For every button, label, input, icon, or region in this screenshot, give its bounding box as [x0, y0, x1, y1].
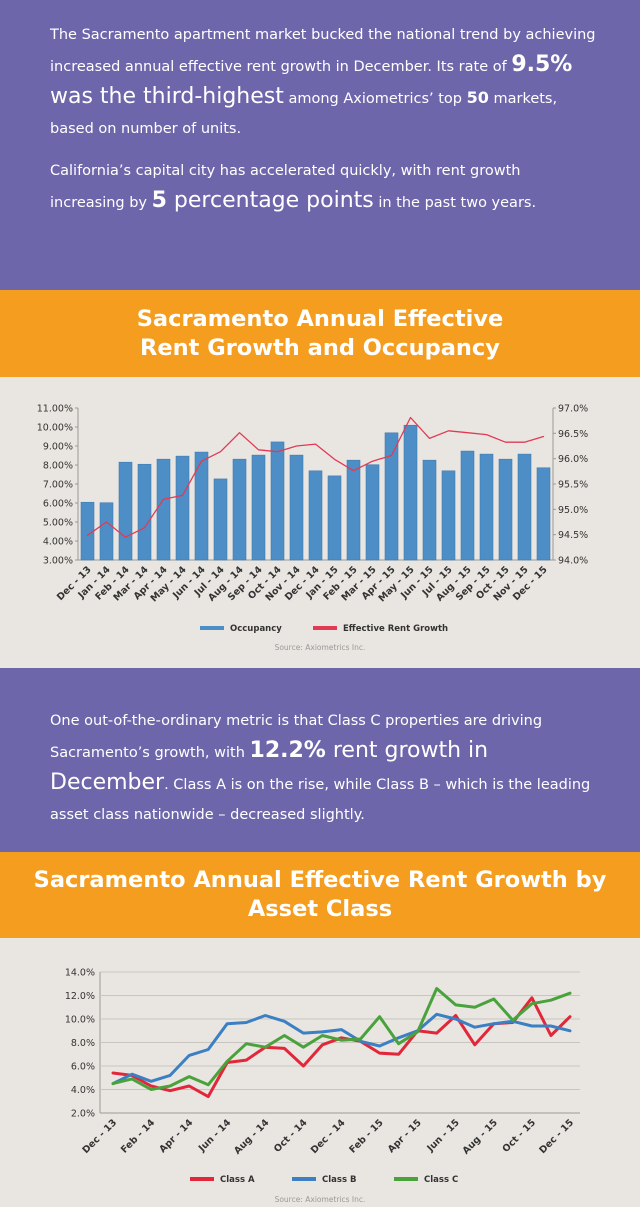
line — [111, 987, 572, 1091]
y2-tick-label: 94.0% — [558, 556, 588, 567]
y-tick-label: 8.00% — [43, 461, 73, 472]
bar — [289, 454, 304, 561]
bar — [384, 432, 399, 561]
paragraph: The Sacramento apartment market bucked t… — [50, 20, 596, 144]
text-run: 9.5% — [511, 52, 573, 77]
chart-title: Sacramento Annual Effective Rent Growth … — [136, 305, 504, 361]
bar — [346, 459, 361, 561]
title-band: Sacramento Annual Effective Rent Growth … — [0, 852, 640, 938]
text-run: in the past two years. — [373, 195, 537, 211]
bar — [99, 502, 114, 561]
text-run: 50 — [466, 88, 489, 107]
source: Source: Axiometrics Inc. — [275, 643, 366, 652]
bar — [156, 458, 171, 561]
text-run: among Axiometrics’ top — [283, 91, 467, 107]
bar — [251, 454, 266, 561]
paragraph: California’s capital city has accelerate… — [50, 156, 596, 218]
middle: One out-of-the-ordinary metric is that C… — [0, 668, 640, 852]
y-tick-label: 4.00% — [43, 537, 73, 548]
x-tick-label: Aug - 15 — [461, 1117, 500, 1156]
y-tick-label: 6.00% — [43, 499, 73, 510]
bar — [498, 458, 513, 561]
text-run: . Class A is on the rise, while Class B … — [50, 777, 591, 823]
bar — [137, 463, 152, 561]
y-tick-label: 2.0% — [71, 1109, 95, 1120]
y-tick-label: 10.0% — [65, 1015, 95, 1026]
text-run: markets, based on number of units. — [50, 91, 558, 137]
y-tick-label: 4.0% — [71, 1085, 95, 1096]
y-tick-label: 6.0% — [71, 1062, 95, 1073]
legend-label: Class A — [220, 1175, 255, 1185]
text-run: The Sacramento apartment market bucked t… — [50, 27, 596, 75]
bar — [460, 450, 475, 561]
y2-tick-label: 96.5% — [558, 429, 588, 440]
legend-label: Occupancy — [230, 624, 282, 634]
legend-label: Effective Rent Growth — [343, 624, 448, 634]
bar — [422, 459, 437, 561]
x-tick-label: Dec - 14 — [309, 1117, 348, 1156]
bar — [232, 458, 247, 561]
chart-title: Sacramento Annual Effective Rent Growth … — [33, 867, 607, 922]
x-tick-label: Jun - 14 — [196, 1117, 234, 1155]
y2-tick-label: 97.0% — [558, 404, 588, 415]
legend-label: Class C — [424, 1175, 458, 1185]
text-run: 12.2% — [249, 738, 326, 763]
y2-tick-label: 95.0% — [558, 505, 588, 516]
x-tick-label: Apr - 14 — [157, 1117, 195, 1155]
y-tick-label: 10.00% — [37, 423, 73, 434]
chart: 3.00% 4.00% 5.00% 6.00% 7.00% 8.00% 9.00% 10.00… — [37, 404, 588, 653]
text-run: percentage points — [166, 188, 374, 213]
y-tick-label: 7.00% — [43, 480, 73, 491]
chart-panel: 2.0% 4.0% 6.0% 8.0% 10.0% 12.0% 14.0% Dec - 13 F… — [0, 938, 640, 1207]
bar — [270, 441, 285, 561]
bar — [441, 470, 456, 561]
bar — [536, 467, 551, 561]
bar — [517, 453, 532, 561]
bar — [479, 453, 494, 561]
x-tick-label: Jun - 15 — [424, 1117, 461, 1154]
y-tick-label: 3.00% — [43, 556, 73, 567]
legend-label: Class B — [322, 1175, 356, 1185]
bar — [118, 461, 133, 561]
y-tick-label: 14.0% — [65, 968, 95, 979]
x-tick-label: Oct - 15 — [501, 1117, 538, 1154]
x-tick-label: Dec - 13 — [80, 1117, 119, 1156]
chart-panel: 3.00% 4.00% 5.00% 6.00% 7.00% 8.00% 9.00% 10.00… — [0, 377, 640, 668]
line — [111, 1012, 572, 1086]
text-run: California’s capital city has accelerate… — [50, 163, 521, 211]
x-tick-label: Dec - 15 — [537, 1117, 576, 1156]
x-tick-label: Apr - 15 — [386, 1117, 424, 1155]
bar — [213, 478, 228, 561]
bar — [403, 424, 418, 561]
y2-tick-label: 96.0% — [558, 454, 588, 465]
y2-tick-label: 95.5% — [558, 480, 588, 491]
text-run: was the third-highest — [50, 84, 284, 109]
y2-tick-label: 94.5% — [558, 530, 588, 541]
line — [86, 416, 545, 538]
bar — [194, 451, 209, 561]
bar — [175, 455, 190, 561]
bar — [80, 501, 95, 561]
text-run: rent growth in December — [50, 738, 489, 795]
source: Source: Axiometrics Inc. — [275, 1195, 366, 1204]
bar — [308, 470, 323, 561]
x-tick-label: Oct - 14 — [272, 1117, 310, 1155]
x-tick-label: Aug - 14 — [232, 1117, 272, 1157]
bar — [327, 475, 342, 561]
y-tick-label: 12.0% — [65, 991, 95, 1002]
x-tick-label: Feb - 15 — [347, 1117, 385, 1155]
chart: 2.0%4.0%6.0%8.0%10.0%12.0%14.0%Dec - 13 F… — [65, 968, 580, 1204]
x-tick-label: Feb - 14 — [119, 1117, 158, 1156]
y-tick-label: 8.0% — [71, 1038, 95, 1049]
paragraph: One out-of-the-ordinary metric is that C… — [50, 706, 596, 830]
intro: The Sacramento apartment market bucked t… — [0, 0, 640, 290]
y-tick-label: 9.00% — [43, 442, 73, 453]
y-tick-label: 5.00% — [43, 518, 73, 529]
bar — [365, 464, 380, 561]
title-band: Sacramento Annual Effective Rent Growth … — [0, 290, 640, 377]
text-run: One out-of-the-ordinary metric is that C… — [50, 713, 543, 761]
y-tick-label: 11.00% — [37, 404, 73, 415]
text-run: 5 — [151, 188, 167, 213]
